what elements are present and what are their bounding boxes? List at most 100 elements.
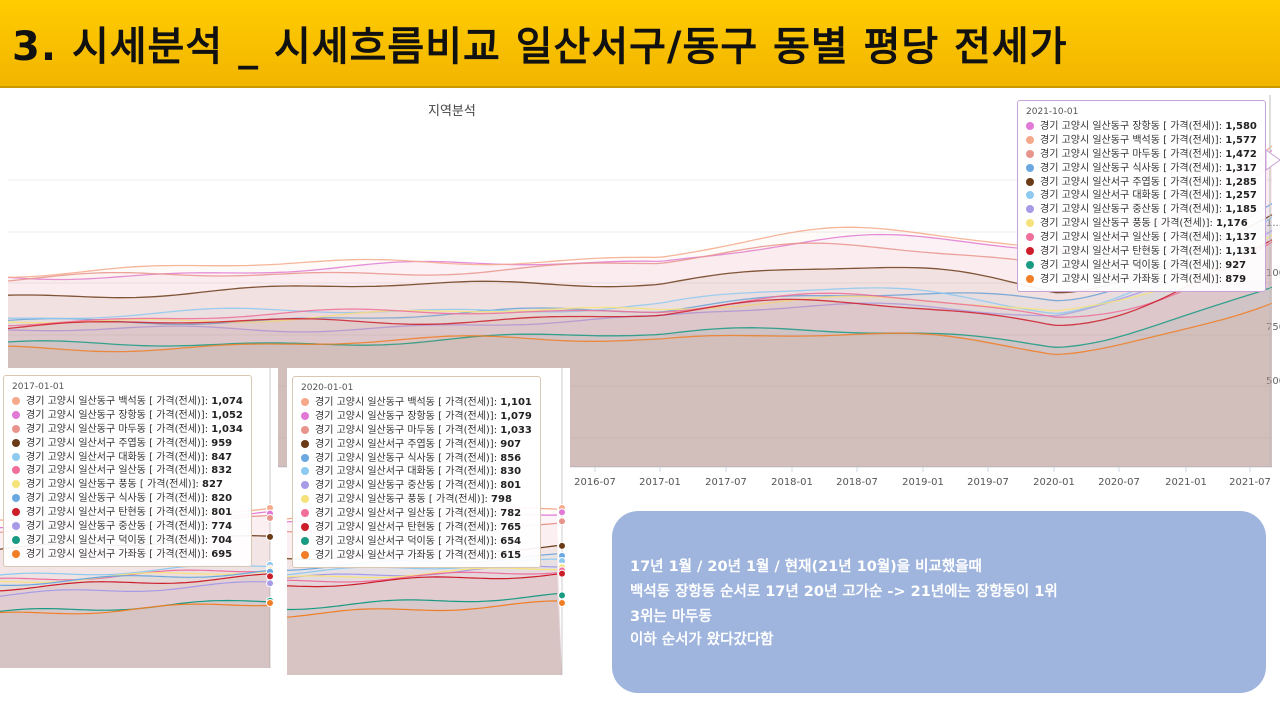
analysis-note: 17년 1월 / 20년 1월 / 현재(21년 10월)을 비교했을때 백석동…	[612, 511, 1266, 693]
tooltip-value: 830	[500, 466, 522, 478]
series-marker	[558, 517, 566, 526]
series-area	[287, 559, 562, 675]
series-line	[8, 216, 1273, 320]
series-marker	[558, 541, 566, 550]
legend-dot-icon	[1026, 163, 1034, 172]
series-area	[0, 570, 270, 668]
tooltip-row: 경기 고양시 일산서구 일산동 [ 가격(전세)]: 782	[301, 507, 532, 521]
x-tick-label: 2019-01	[902, 477, 944, 488]
tooltip-label: 경기 고양시 일산동구 백석동 [ 가격(전세)]:	[315, 397, 501, 408]
tooltip-row: 경기 고양시 일산동구 마두동 [ 가격(전세)]: 1,034	[12, 423, 243, 437]
tooltip-label: 경기 고양시 일산서구 덕이동 [ 가격(전세)]:	[1040, 259, 1226, 271]
tooltip-value: 1,101	[500, 397, 532, 408]
series-area	[287, 566, 562, 675]
tooltip-row: 경기 고양시 일산동구 중산동 [ 가격(전세)]: 801	[301, 479, 532, 493]
y-tick-label: 750	[1266, 322, 1280, 333]
series-marker	[266, 532, 274, 541]
legend-dot-icon	[12, 549, 20, 558]
tooltip-value: 1,131	[1225, 246, 1257, 258]
tooltip-row: 경기 고양시 일산서구 가좌동 [ 가격(전세)]: 695	[12, 548, 243, 562]
series-area	[0, 573, 270, 668]
tooltip-row: 경기 고양시 일산동구 장항동 [ 가격(전세)]: 1,580	[1026, 120, 1257, 134]
series-marker	[266, 572, 274, 581]
tooltip-row: 경기 고양시 일산서구 가좌동 [ 가격(전세)]: 879	[1026, 273, 1257, 287]
tooltip-row: 경기 고양시 일산서구 일산동 [ 가격(전세)]: 832	[12, 464, 243, 478]
note-line-3: 3위는 마두동	[630, 609, 712, 625]
tooltip-row: 경기 고양시 일산서구 가좌동 [ 가격(전세)]: 615	[301, 549, 532, 563]
series-line	[7, 241, 1273, 327]
tooltip-row: 경기 고양시 일산동구 백석동 [ 가격(전세)]: 1,577	[1026, 134, 1257, 148]
tooltip-label: 경기 고양시 일산동구 마두동 [ 가격(전세)]:	[26, 423, 212, 435]
tooltip-2020-01: 2020-01-01 경기 고양시 일산동구 백석동 [ 가격(전세)]: 1,…	[292, 376, 541, 568]
series-area	[0, 604, 270, 668]
tooltip-row: 경기 고양시 일산동구 풍동 [ 가격(전세)]: 1,176	[1026, 217, 1257, 231]
x-tick-label: 2018-01	[771, 477, 813, 488]
legend-dot-icon	[1026, 191, 1034, 200]
legend-dot-icon	[1026, 135, 1034, 144]
x-tick-label: 2020-07	[1098, 477, 1140, 488]
tooltip-row: 경기 고양시 일산서구 덕이동 [ 가격(전세)]: 927	[1026, 259, 1257, 273]
legend-dot-icon	[1026, 149, 1034, 158]
series-line	[7, 214, 1273, 299]
tooltip-value: 1,052	[211, 409, 243, 421]
legend-dot-icon	[12, 494, 20, 503]
tooltip-label: 경기 고양시 일산서구 주엽동 [ 가격(전세)]:	[1040, 176, 1226, 188]
series-area	[0, 600, 270, 668]
series-area	[287, 593, 562, 675]
legend-dot-icon	[301, 411, 309, 420]
tooltip-row: 경기 고양시 일산서구 대화동 [ 가격(전세)]: 830	[301, 465, 532, 479]
tooltip-value: 1,185	[1225, 204, 1257, 216]
tooltip-value: 1,176	[1216, 218, 1248, 230]
tooltip-value: 782	[500, 508, 522, 520]
legend-dot-icon	[301, 536, 309, 545]
legend-dot-icon	[301, 523, 309, 532]
tooltip-value: 1,074	[211, 396, 243, 407]
series-line	[7, 286, 1273, 348]
tooltip-row: 경기 고양시 일산동구 풍동 [ 가격(전세)]: 827	[12, 478, 243, 492]
tooltip-row: 경기 고양시 일산동구 중산동 [ 가격(전세)]: 1,185	[1026, 203, 1257, 217]
tooltip-label: 경기 고양시 일산동구 식사동 [ 가격(전세)]:	[1040, 162, 1226, 174]
series-marker	[266, 579, 274, 588]
tooltip-value: 765	[500, 522, 522, 534]
tooltip-value: 801	[500, 480, 522, 492]
y-tick-label: 1000	[1266, 268, 1280, 279]
legend-dot-icon	[301, 509, 309, 518]
tooltip-row: 경기 고양시 일산동구 장항동 [ 가격(전세)]: 1,052	[12, 409, 243, 423]
tooltip-label: 경기 고양시 일산동구 백석동 [ 가격(전세)]:	[1040, 134, 1226, 146]
legend-dot-icon	[12, 508, 20, 517]
tooltip-value: 1,079	[500, 410, 532, 422]
tooltip-row: 경기 고양시 일산서구 주엽동 [ 가격(전세)]: 1,285	[1026, 176, 1257, 190]
tooltip-row: 경기 고양시 일산서구 탄현동 [ 가격(전세)]: 765	[301, 521, 532, 535]
y-tick-label: 1...	[1266, 218, 1280, 229]
tooltip-label: 경기 고양시 일산서구 덕이동 [ 가격(전세)]:	[26, 534, 212, 546]
series-line	[0, 581, 271, 597]
legend-dot-icon	[12, 466, 20, 475]
tooltip-row: 경기 고양시 일산동구 마두동 [ 가격(전세)]: 1,033	[301, 424, 532, 438]
series-area	[287, 574, 562, 675]
series-area	[0, 570, 270, 668]
legend-dot-icon	[12, 424, 20, 433]
tooltip-value: 1,137	[1225, 232, 1257, 244]
tooltip-row: 경기 고양시 일산서구 대화동 [ 가격(전세)]: 847	[12, 451, 243, 465]
tooltip-row: 경기 고양시 일산동구 백석동 [ 가격(전세)]: 1,074	[12, 395, 243, 409]
tooltip-date: 2021-10-01	[1026, 107, 1079, 117]
legend-dot-icon	[301, 481, 309, 490]
x-tick-label: 2021-01	[1165, 477, 1207, 488]
tooltip-value: 959	[211, 437, 233, 449]
series-area	[287, 568, 562, 675]
tooltip-label: 경기 고양시 일산동구 마두동 [ 가격(전세)]:	[315, 424, 501, 436]
x-tick-label: 2016-07	[574, 477, 616, 488]
tooltip-value: 654	[500, 535, 522, 547]
legend-dot-icon	[301, 425, 309, 434]
tooltip-value: 907	[500, 438, 522, 450]
tooltip-date: 2020-01-01	[301, 383, 354, 393]
tooltip-value: 1,577	[1225, 134, 1257, 146]
series-line	[7, 302, 1273, 356]
series-line	[286, 573, 558, 588]
tooltip-2017-01: 2017-01-01 경기 고양시 일산동구 백석동 [ 가격(전세)]: 1,…	[3, 375, 252, 567]
tooltip-row: 경기 고양시 일산동구 중산동 [ 가격(전세)]: 774	[12, 520, 243, 534]
legend-dot-icon	[12, 452, 20, 461]
tooltip-row: 경기 고양시 일산서구 일산동 [ 가격(전세)]: 1,137	[1026, 231, 1257, 245]
tooltip-value: 774	[211, 521, 233, 533]
tooltip-label: 경기 고양시 일산서구 일산동 [ 가격(전세)]:	[26, 465, 212, 477]
